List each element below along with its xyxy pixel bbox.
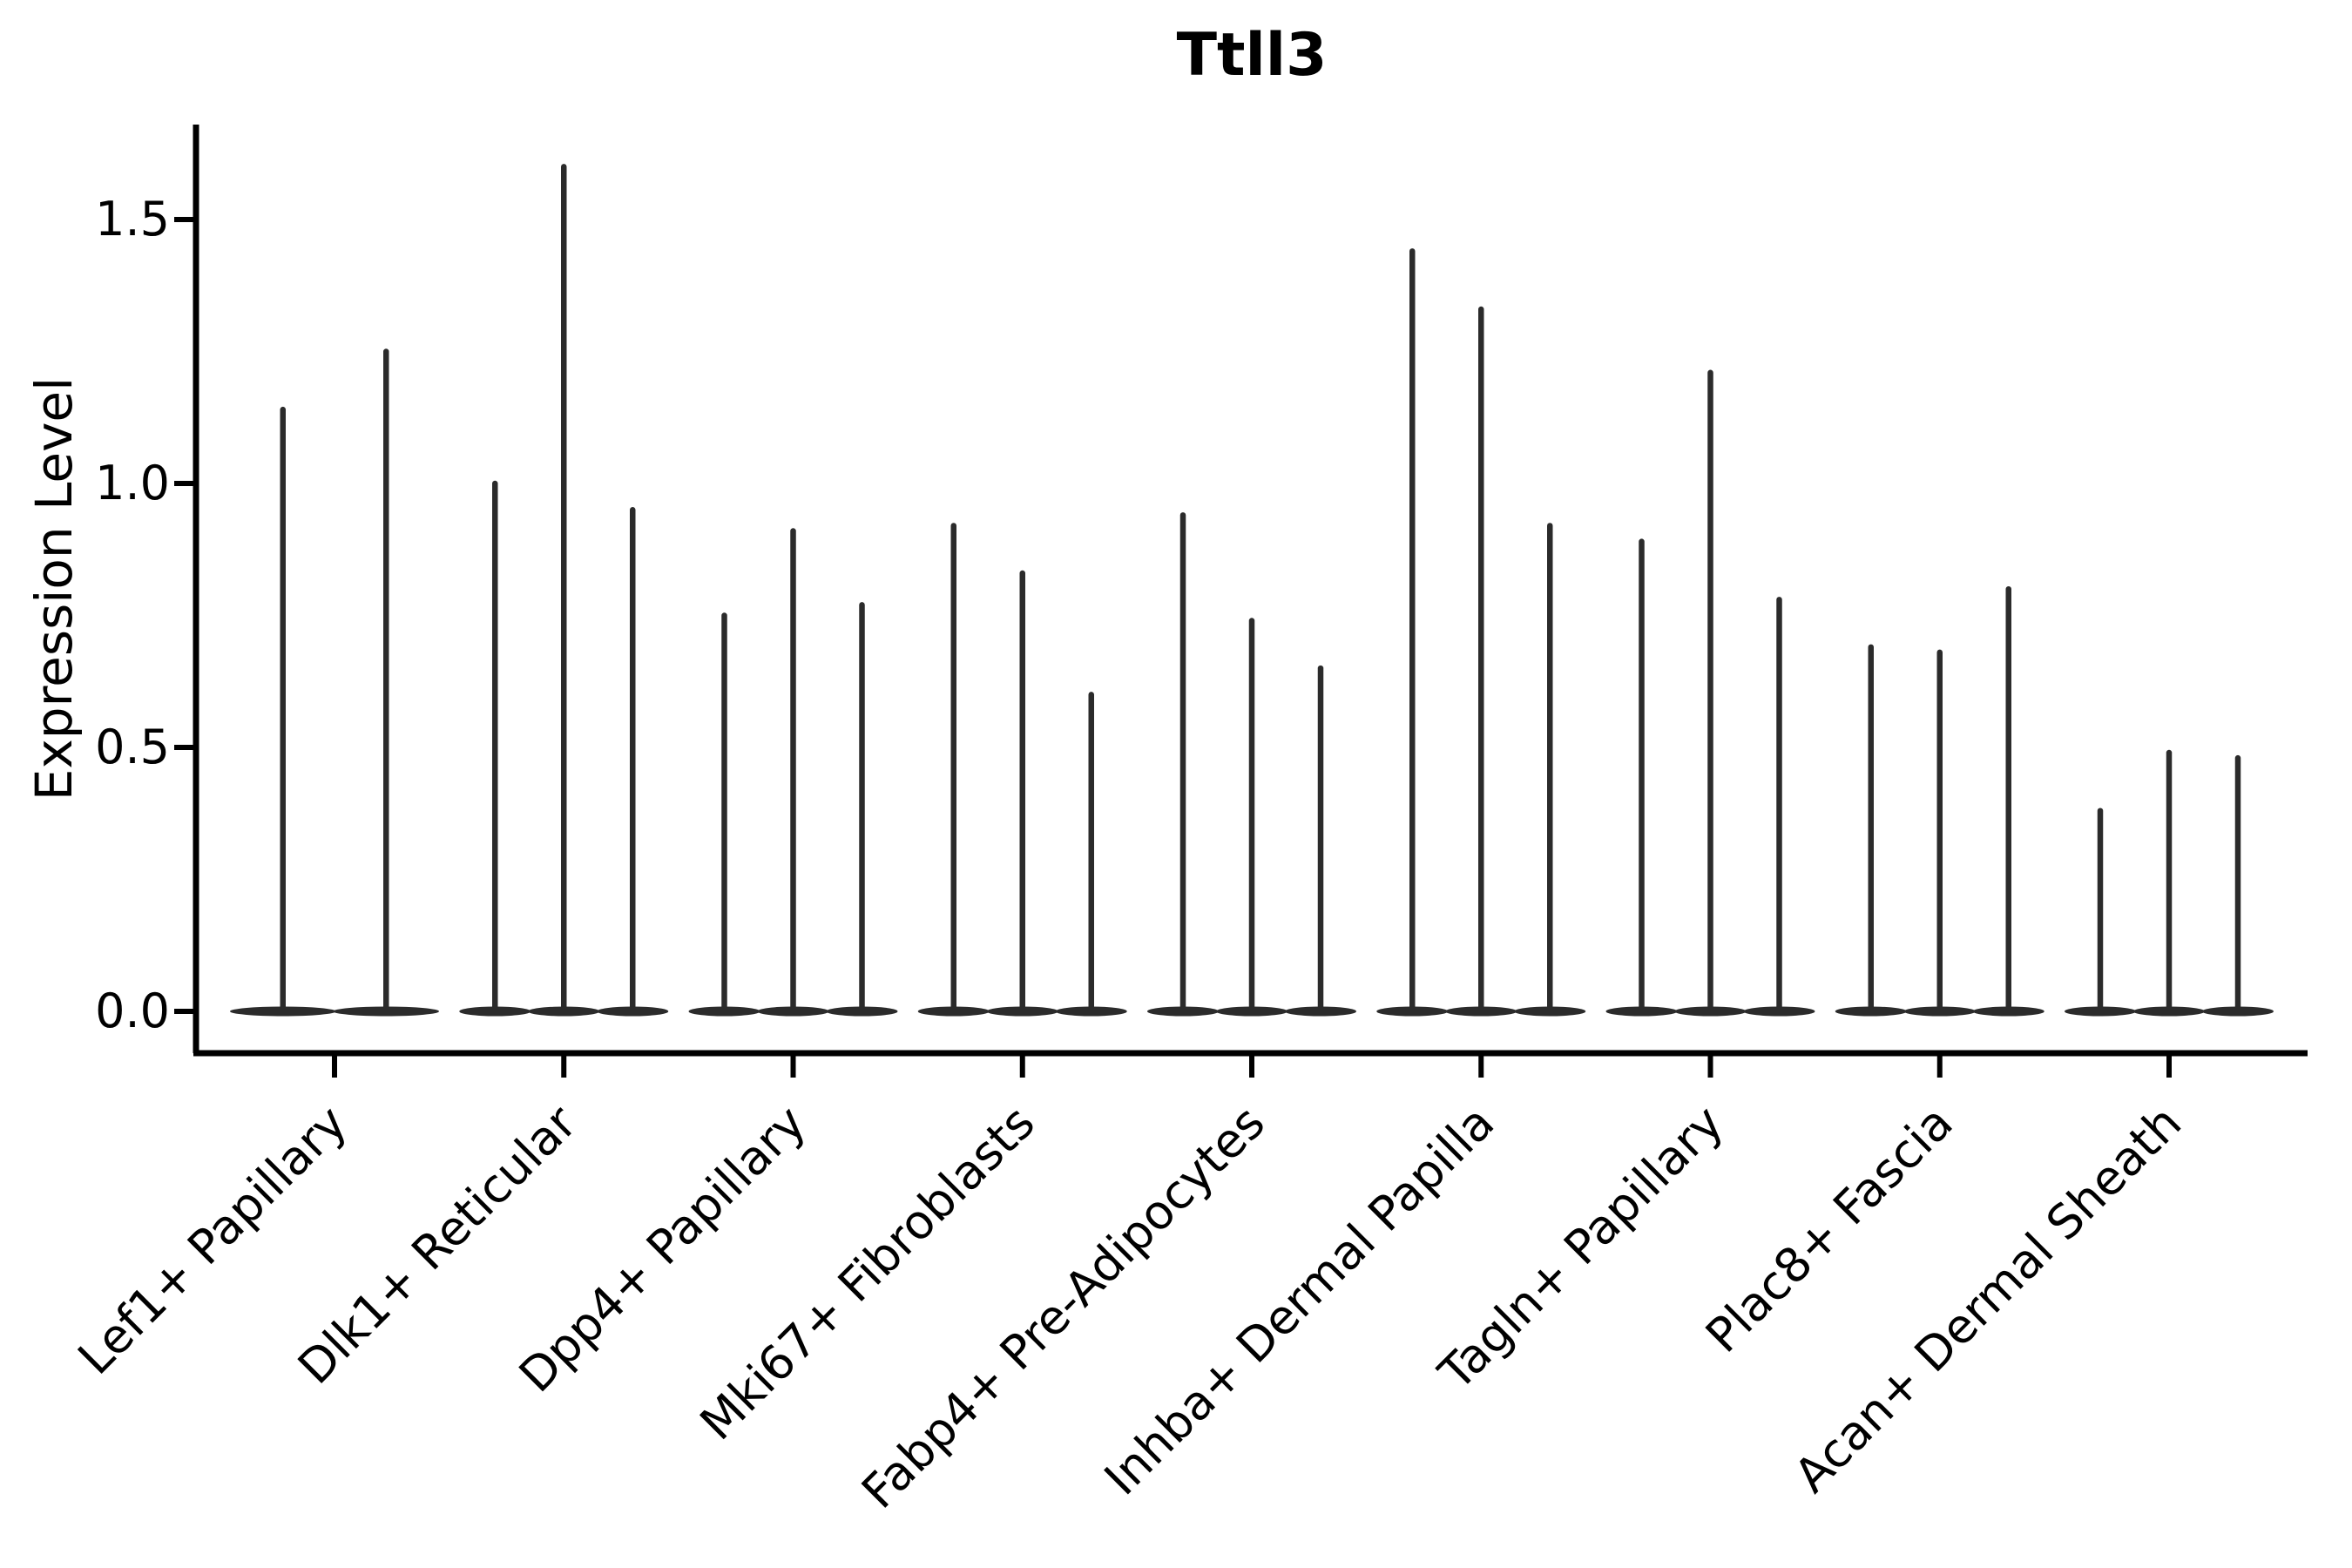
violin-base	[1147, 1006, 1219, 1017]
violin-base	[459, 1006, 531, 1017]
violin-base	[688, 1006, 760, 1017]
violin-base	[1972, 1006, 2044, 1017]
violin-base	[528, 1006, 600, 1017]
violin-base	[2202, 1006, 2274, 1017]
violin-base	[1055, 1006, 1127, 1017]
violin-base	[757, 1006, 829, 1017]
violin-base	[333, 1006, 439, 1017]
violin-base	[1605, 1006, 1678, 1017]
violin-base	[917, 1006, 990, 1017]
violin-base	[230, 1006, 336, 1017]
y-tick-label: 1.0	[95, 456, 170, 510]
violin-base	[1216, 1006, 1288, 1017]
violin-base	[597, 1006, 669, 1017]
chart-title: Ttll3	[1176, 21, 1328, 90]
y-tick-label: 1.5	[95, 192, 170, 247]
violin-base	[2133, 1006, 2205, 1017]
violin-base	[1835, 1006, 1907, 1017]
y-tick-label: 0.0	[95, 983, 170, 1038]
violin-base	[1285, 1006, 1356, 1017]
violin-base	[826, 1006, 898, 1017]
violin-base	[1445, 1006, 1517, 1017]
violin-base	[1903, 1006, 1976, 1017]
violin-base	[1376, 1006, 1449, 1017]
violin-base	[1674, 1006, 1747, 1017]
violin-base	[2065, 1006, 2136, 1017]
violin-base	[1743, 1006, 1815, 1017]
violin-base	[1514, 1006, 1586, 1017]
violin-base	[986, 1006, 1058, 1017]
y-tick-label: 0.5	[95, 720, 170, 774]
